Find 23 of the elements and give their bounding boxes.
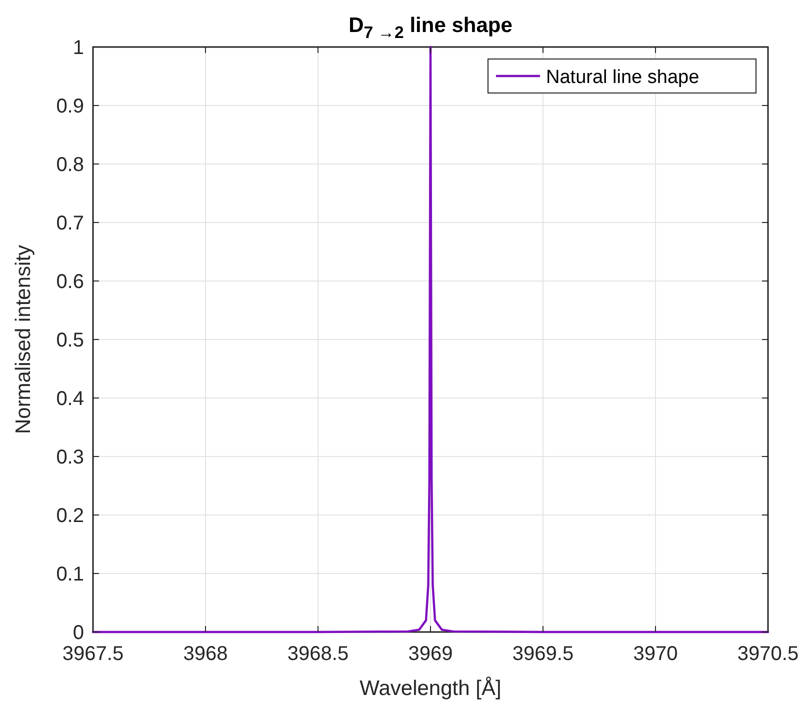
y-tick-label: 0.2 (56, 505, 84, 527)
x-tick-label: 3970 (633, 643, 678, 665)
y-tick-label: 0.9 (56, 96, 84, 118)
y-axis-title: Normalised intensity (12, 244, 35, 434)
x-tick-label: 3970.5 (737, 643, 799, 665)
legend-label: Natural line shape (546, 67, 700, 88)
x-tick-label: 3968 (183, 643, 228, 665)
y-tick-label: 0.3 (56, 446, 84, 468)
x-tick-label: 3969 (408, 643, 453, 665)
x-tick-label: 3968.5 (287, 643, 349, 665)
y-tick-label: 1 (72, 37, 84, 59)
y-tick-label: 0 (72, 622, 84, 644)
x-axis-title: Wavelength [Å] (360, 676, 502, 700)
x-tick-label: 3967.5 (62, 643, 124, 665)
y-tick-label: 0.8 (56, 154, 84, 176)
chart-title: D$_{7 →2}$ line shape (348, 14, 512, 42)
y-tick-label: 0.6 (56, 271, 84, 293)
y-tick-label: 0.4 (56, 388, 84, 410)
line-series (92, 46, 770, 634)
y-tick-label: 0.7 (56, 212, 84, 234)
x-tick-label: 3969.5 (512, 643, 574, 665)
y-tick-label: 0.5 (56, 330, 84, 352)
y-tick-label: 0.1 (56, 564, 84, 586)
